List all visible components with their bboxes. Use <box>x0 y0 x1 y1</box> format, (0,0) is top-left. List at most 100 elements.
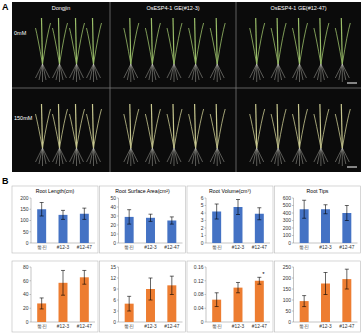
chart-title: Root Length(cm) <box>36 188 75 194</box>
root <box>43 64 50 78</box>
error-bar <box>127 296 131 311</box>
y-tick <box>292 289 294 290</box>
error-bar <box>257 277 261 284</box>
y-tick-label: 0 <box>288 240 291 246</box>
root <box>278 148 285 162</box>
column-label: OsESP4-1 GE(#12-3) <box>146 5 199 11</box>
plot-area <box>212 200 264 244</box>
chart-title: Root Tips <box>307 188 329 194</box>
root <box>257 64 261 80</box>
error-cap <box>345 289 349 290</box>
error-cap <box>61 210 65 211</box>
error-cap <box>61 270 65 271</box>
y-tick-label: 0.04 <box>194 305 204 311</box>
y-tick-label: 9 <box>113 286 116 292</box>
y-tick <box>292 198 294 199</box>
error-line <box>325 205 326 214</box>
root <box>278 64 285 78</box>
chart-frame <box>12 186 98 253</box>
root <box>271 64 278 78</box>
leaf <box>278 109 286 148</box>
leaf <box>321 23 329 64</box>
y-tick-label: 3 <box>201 217 204 223</box>
root <box>152 64 156 80</box>
error-cap <box>127 296 131 297</box>
error-cap <box>345 220 349 221</box>
y-tick-label: 60 <box>23 278 29 284</box>
y-tick <box>205 280 207 281</box>
error-line <box>325 273 326 295</box>
root <box>342 148 346 164</box>
error-cap <box>149 221 153 222</box>
root <box>87 148 94 162</box>
x-tick-label: 동진 <box>124 324 134 329</box>
root <box>131 64 138 78</box>
error-cap <box>215 306 219 307</box>
y-tick <box>117 300 119 301</box>
leaf <box>124 28 131 64</box>
root <box>59 64 60 82</box>
error-line <box>216 293 217 307</box>
shoot <box>299 104 300 148</box>
root <box>43 64 47 80</box>
y-tick <box>30 322 32 323</box>
error-line <box>259 208 260 220</box>
error-cap <box>302 218 306 219</box>
plant <box>167 18 182 82</box>
error-line <box>238 200 239 215</box>
y-tick <box>117 207 119 208</box>
y-tick <box>30 220 32 221</box>
root <box>39 148 43 164</box>
root <box>174 64 181 78</box>
root <box>174 148 175 166</box>
root <box>300 64 304 80</box>
shoot <box>76 104 77 148</box>
leaf <box>60 23 68 64</box>
y-tick-label: 400 <box>283 210 292 216</box>
y-tick-label: 150 <box>20 206 29 212</box>
shoot <box>195 104 196 148</box>
root <box>152 148 156 164</box>
error-cap <box>236 282 240 283</box>
error-bar <box>149 278 153 300</box>
error-cap <box>170 294 174 295</box>
root <box>192 64 196 80</box>
root <box>293 148 300 162</box>
root <box>59 148 60 166</box>
y-tick <box>205 322 207 323</box>
leaf <box>124 114 131 148</box>
root <box>56 148 60 164</box>
root <box>278 148 279 166</box>
leaf <box>131 23 139 64</box>
plant <box>335 18 350 82</box>
y-tick <box>205 294 207 295</box>
leaf <box>293 114 300 148</box>
root <box>296 64 300 80</box>
root <box>257 148 264 162</box>
bar <box>167 221 176 244</box>
y-tick <box>30 231 32 232</box>
y-axis <box>118 198 119 243</box>
error-line <box>129 296 130 311</box>
error-cap <box>61 219 65 220</box>
error-cap <box>257 207 261 208</box>
y-tick-label: 0 <box>26 240 29 246</box>
y-axis <box>293 267 294 322</box>
plant <box>250 104 265 166</box>
plant <box>53 18 68 82</box>
root <box>171 64 175 80</box>
shoot <box>216 104 217 148</box>
y-tick <box>30 243 32 244</box>
error-cap <box>149 214 153 215</box>
bar <box>80 277 89 322</box>
y-tick-label: 5 <box>201 202 204 208</box>
plant <box>124 104 139 166</box>
leaf <box>174 23 182 64</box>
error-cap <box>61 295 65 296</box>
leaf <box>60 109 68 148</box>
root <box>299 64 300 82</box>
bar <box>146 218 155 243</box>
y-axis <box>206 198 207 243</box>
error-cap <box>82 208 86 209</box>
chart-frame <box>275 261 361 332</box>
